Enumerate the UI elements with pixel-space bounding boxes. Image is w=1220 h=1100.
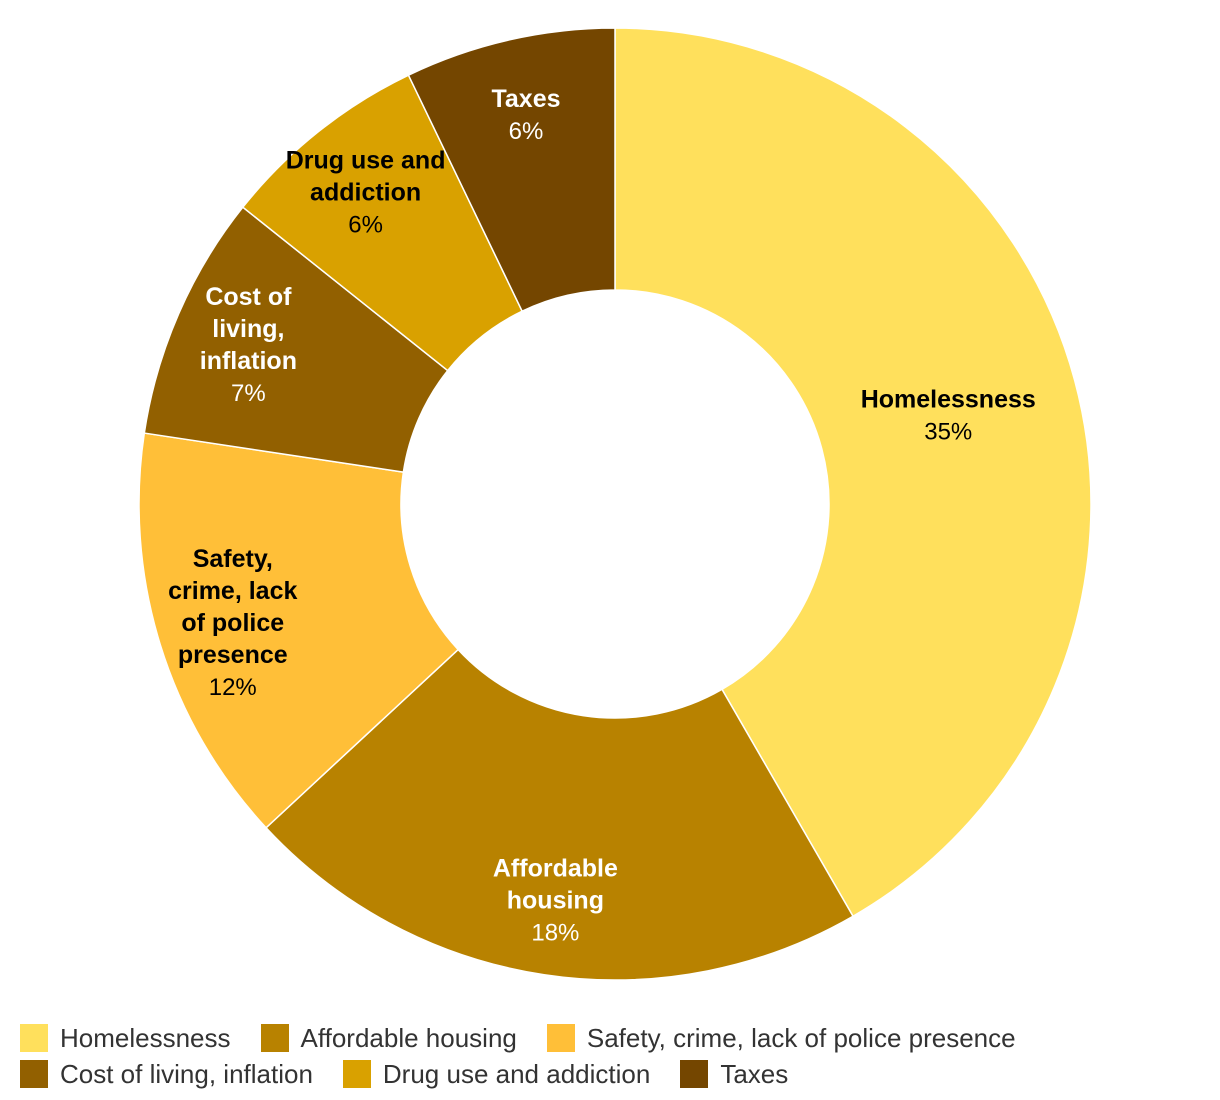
slice-label-name-line: housing bbox=[507, 887, 604, 915]
legend-label: Drug use and addiction bbox=[382, 1058, 651, 1089]
legend-item-taxes: Taxes bbox=[680, 1059, 788, 1090]
slice-affordable-housing bbox=[265, 648, 855, 981]
slice-label-name-line: Safety, bbox=[193, 545, 273, 573]
slice-label-homelessness: Homelessness 35% bbox=[861, 386, 1036, 446]
slice-homelessness bbox=[614, 27, 1092, 918]
slice-value-label: 6% bbox=[348, 211, 383, 238]
legend-swatch bbox=[546, 1024, 575, 1052]
slice-value-label: 35% bbox=[924, 419, 972, 446]
legend-item-cost-of-living: Cost of living, inflation bbox=[20, 1059, 313, 1090]
slice-label-name-line: inflation bbox=[200, 347, 297, 375]
slice-label-name-line: Drug use and bbox=[286, 146, 446, 174]
legend-row-1: Homelessness Affordable housing Safety, … bbox=[20, 1020, 1210, 1056]
slice-value-label: 12% bbox=[209, 674, 257, 701]
legend-swatch bbox=[20, 1060, 48, 1088]
legend-row-2: Cost of living, inflation Drug use and a… bbox=[20, 1056, 1210, 1092]
slice-label-safety-crime-lack-of-police-presence: Safety, crime, lack of police presence 12% bbox=[168, 545, 297, 701]
slice-label-name-line: Homelessness bbox=[861, 386, 1036, 414]
legend-swatch bbox=[20, 1024, 48, 1052]
chart-legend: Homelessness Affordable housing Safety, … bbox=[20, 1020, 1210, 1092]
slice-label-name-line: presence bbox=[178, 641, 288, 669]
slice-label-name-line: Taxes bbox=[491, 85, 560, 113]
slice-label-name-line: addiction bbox=[310, 178, 421, 206]
slice-label-affordable-housing: Affordable housing 18% bbox=[493, 855, 618, 947]
slice-labels: Homelessness 35% Affordable housing 18% Safet… bbox=[168, 85, 1036, 947]
legend-label: Cost of living, inflation bbox=[60, 1058, 313, 1089]
legend-swatch bbox=[342, 1060, 371, 1088]
slice-label-name-line: Affordable bbox=[493, 855, 618, 883]
legend-item-affordable-housing: Affordable housing bbox=[260, 1022, 517, 1054]
slice-value-label: 7% bbox=[231, 380, 266, 407]
slice-label-drug-use-and-addiction: Drug use and addiction 6% bbox=[286, 146, 446, 238]
slice-value-label: 6% bbox=[509, 118, 544, 145]
legend-label: Taxes bbox=[720, 1058, 789, 1089]
slice-value-label: 18% bbox=[531, 920, 579, 947]
slice-label-name-line: of police bbox=[181, 609, 284, 637]
donut-slices bbox=[138, 27, 1092, 981]
slice-taxes bbox=[407, 27, 616, 313]
slice-label-taxes: Taxes 6% bbox=[491, 85, 560, 145]
legend-swatch bbox=[680, 1060, 709, 1088]
legend-label: Safety, crime, lack of police presence bbox=[586, 1022, 1016, 1053]
slice-label-name-line: crime, lack bbox=[168, 577, 297, 605]
legend-item-drug-use: Drug use and addiction bbox=[342, 1058, 651, 1090]
legend-item-safety-crime: Safety, crime, lack of police presence bbox=[546, 1022, 1016, 1054]
legend-item-homelessness: Homelessness bbox=[20, 1023, 231, 1054]
donut-chart: Homelessness 35% Affordable housing 18% Safet… bbox=[138, 27, 1092, 981]
legend-label: Affordable housing bbox=[300, 1022, 517, 1053]
slice-label-name-line: living, bbox=[212, 315, 284, 343]
slice-label-cost-of-living-inflation: Cost of living, inflation 7% bbox=[200, 283, 297, 407]
legend-label: Homelessness bbox=[60, 1022, 231, 1053]
slice-safety-crime-lack-of-police-presence bbox=[138, 432, 460, 829]
legend-swatch bbox=[260, 1024, 289, 1052]
slice-label-name-line: Cost of bbox=[205, 283, 292, 311]
